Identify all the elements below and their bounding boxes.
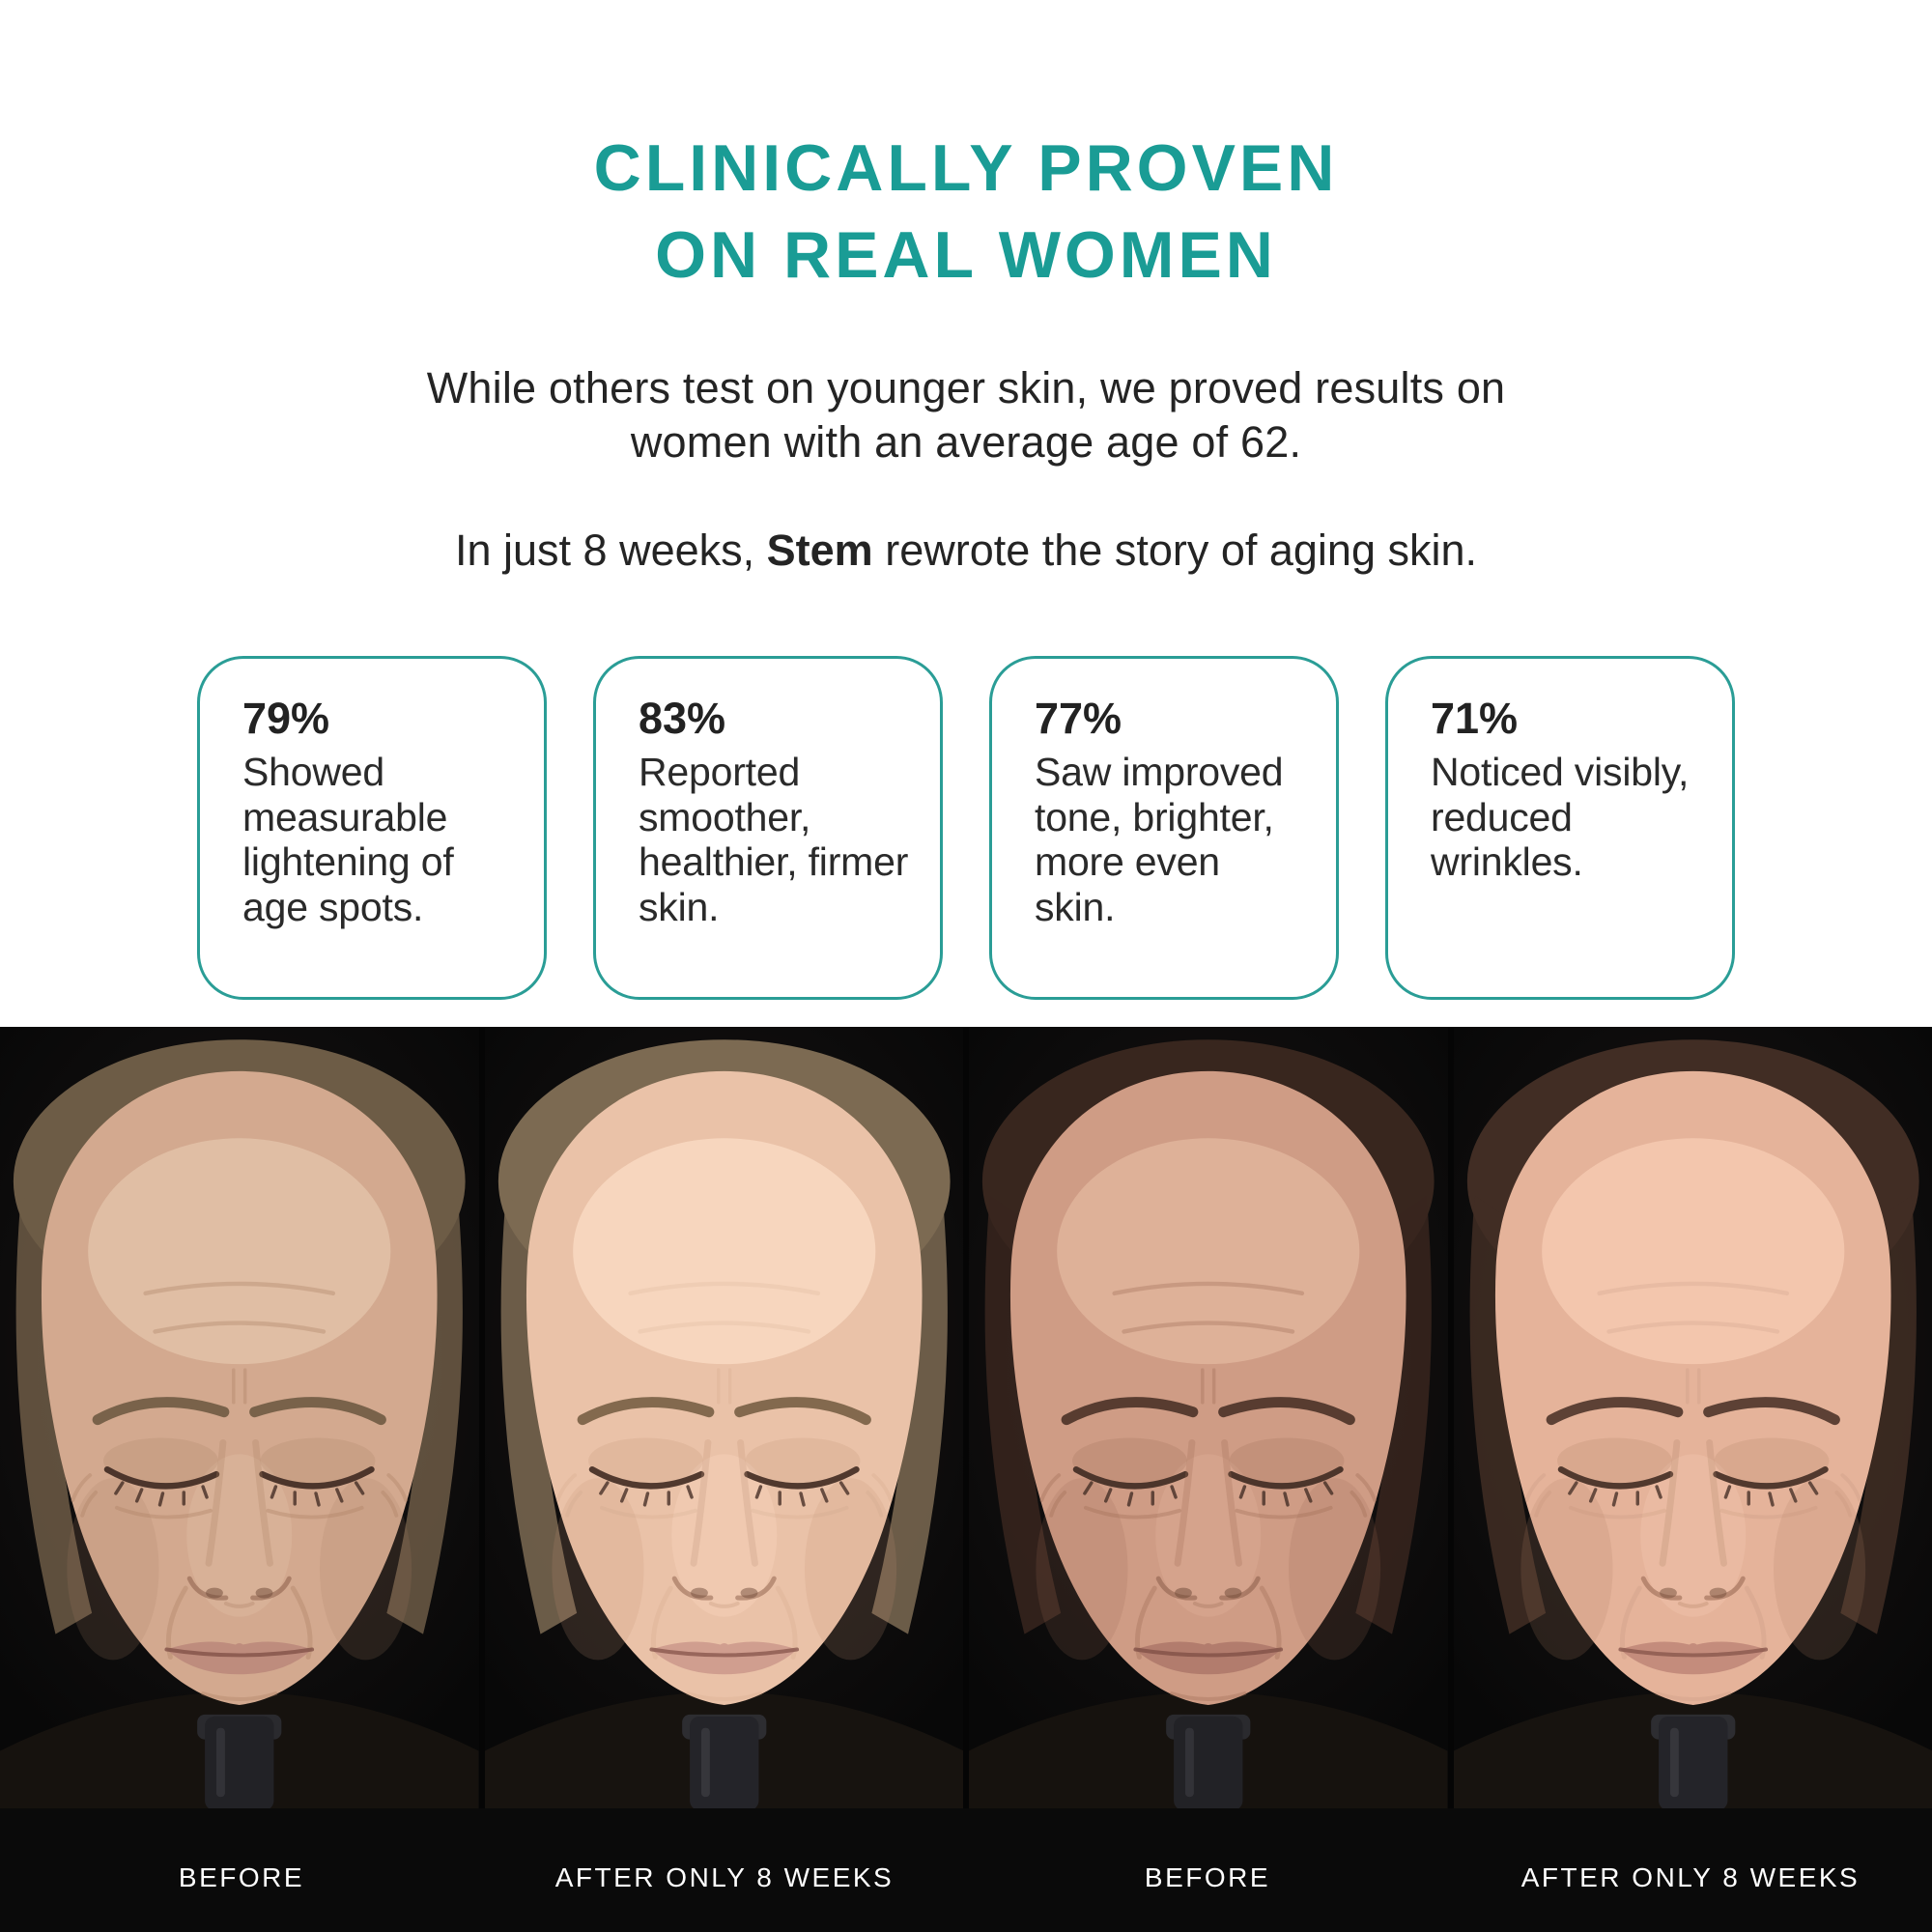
stat-description: Saw improved tone, brighter, more even s… <box>1035 749 1284 930</box>
photo-label-after-2: AFTER ONLY 8 WEEKS <box>1520 1862 1861 1892</box>
stat-percent: 83% <box>639 693 726 743</box>
stat-card-wrinkles: 71% Noticed visibly, reduced wrinkles. <box>1385 655 1735 1000</box>
hero-section: CLINICALLY PROVEN ON REAL WOMEN While ot… <box>0 126 1932 1000</box>
portrait-photo-woman1-after <box>484 1027 964 1808</box>
stat-description: Reported smoother, healthier, firmer ski… <box>639 749 909 930</box>
stat-card-tone: 77% Saw improved tone, brighter, more ev… <box>989 655 1339 1000</box>
tagline: In just 8 weeks, Stem rewrote the story … <box>0 525 1932 577</box>
stat-percent: 77% <box>1035 693 1122 743</box>
photo-label-row: BEFORE AFTER ONLY 8 WEEKS BEFORE AFTER O… <box>0 1808 1932 1932</box>
portrait-photo-woman2-after <box>1453 1027 1932 1808</box>
face-illustration <box>0 1027 479 1808</box>
page-title: CLINICALLY PROVEN ON REAL WOMEN <box>0 126 1932 299</box>
face-illustration <box>485 1027 964 1808</box>
portrait-photo-woman2-before <box>969 1027 1448 1808</box>
tagline-prefix: In just 8 weeks, <box>454 525 755 575</box>
stats-card-row: 79% Showed measurable lightening of age … <box>0 655 1932 1000</box>
stat-description: Noticed visibly, reduced wrinkles. <box>1431 749 1690 885</box>
face-illustration <box>969 1027 1448 1808</box>
before-after-section: BEFORE AFTER ONLY 8 WEEKS BEFORE AFTER O… <box>0 1027 1932 1932</box>
photo-label-before-1: BEFORE <box>178 1862 305 1892</box>
portrait-photo-woman1-before <box>0 1027 479 1808</box>
stat-percent: 71% <box>1431 693 1519 743</box>
headline-line2: ON REAL WOMEN <box>655 217 1277 292</box>
intro-text: While others test on younger skin, we pr… <box>0 361 1932 470</box>
stat-card-lightening: 79% Showed measurable lightening of age … <box>197 655 547 1000</box>
photo-label-after-1: AFTER ONLY 8 WEEKS <box>554 1862 895 1892</box>
face-illustration <box>1454 1027 1932 1808</box>
brand-name: Stem <box>766 525 873 575</box>
tagline-suffix: rewrote the story of aging skin. <box>885 525 1478 575</box>
stat-card-smoother: 83% Reported smoother, healthier, firmer… <box>593 655 943 1000</box>
intro-line1: While others test on younger skin, we pr… <box>426 362 1506 412</box>
photo-label-before-2: BEFORE <box>1144 1862 1271 1892</box>
headline-line1: CLINICALLY PROVEN <box>593 131 1339 205</box>
stat-percent: 79% <box>242 693 330 743</box>
photo-grid <box>0 1027 1932 1808</box>
intro-line2: women with an average age of 62. <box>630 417 1302 468</box>
stat-description: Showed measurable lightening of age spot… <box>242 749 454 930</box>
